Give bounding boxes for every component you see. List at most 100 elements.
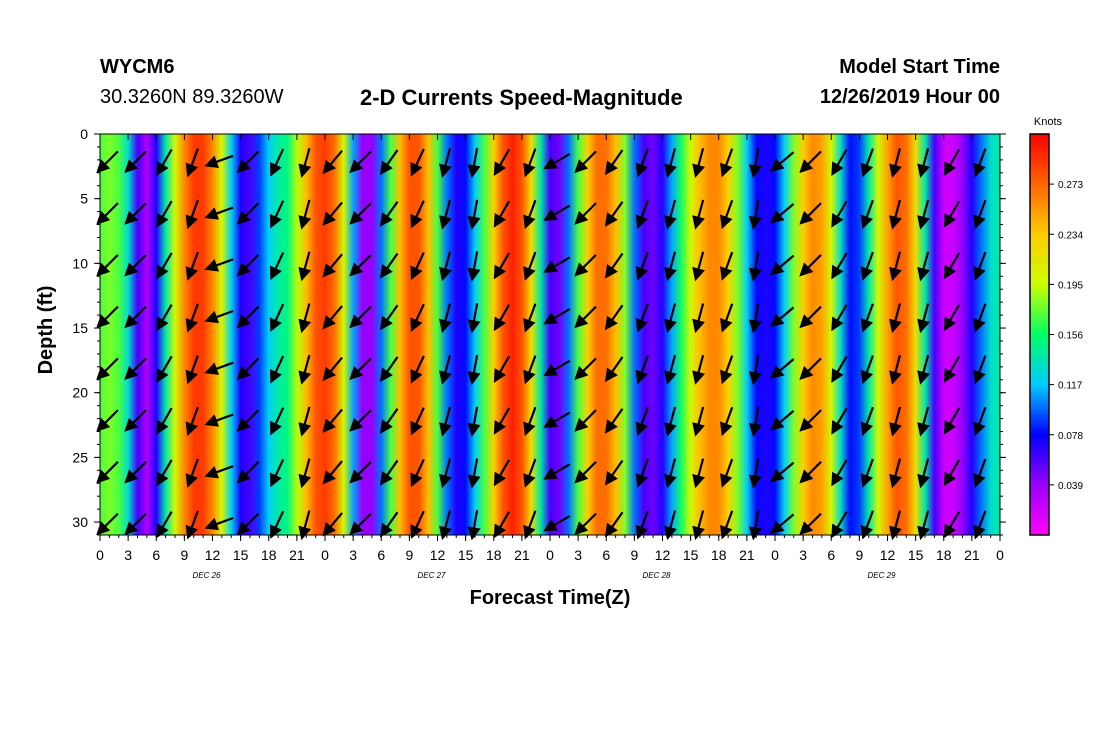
current-vector-arrow [467,303,481,334]
current-vector-arrow [269,458,285,488]
x-tick-label: 15 [233,547,249,563]
current-vector-arrow [799,409,822,432]
current-vector-arrow [156,459,173,487]
current-vector-arrow [973,199,987,230]
current-vector-arrow [204,413,234,427]
current-vector-arrow [96,461,119,484]
current-vector-arrow [269,303,285,332]
current-vector-arrow [493,148,511,177]
x-tick-label: 9 [180,547,188,563]
current-vector-arrow [467,510,481,541]
current-vector-arrow [379,201,399,227]
current-vector-arrow [269,510,285,539]
x-tick-label: 0 [996,547,1004,563]
x-tick-label: 3 [349,547,357,563]
date-label: DEC 26 [192,571,221,580]
current-vector-arrow [493,459,511,487]
current-vector-arrow [720,355,734,385]
current-vector-arrow [973,355,987,385]
current-vector-arrow [185,510,199,540]
current-vector-arrow [831,459,848,487]
current-vector-arrow [799,202,822,225]
current-vector-arrow [860,148,874,178]
model-start-value: 12/26/2019 Hour 00 [819,86,1000,108]
current-vector-arrow [236,512,260,536]
current-vector-arrow [943,355,961,383]
current-vector-arrow [439,354,452,385]
current-vector-arrow [831,304,848,332]
current-vector-arrow [523,251,537,281]
y-tick-label: 25 [72,449,88,465]
current-vector-arrow [96,254,119,277]
current-vector-arrow [439,303,452,334]
current-vector-arrow [124,461,147,484]
current-vector-arrow [720,406,734,437]
current-vector-arrow [692,199,705,230]
current-vector-arrow [543,308,571,325]
current-vector-arrow [124,150,147,174]
current-vector-arrow [799,512,822,536]
current-vector-arrow [664,510,677,541]
current-vector-arrow [156,407,173,435]
x-tick-label: 15 [908,547,924,563]
current-vector-arrow [917,303,930,334]
current-vector-arrow [523,148,537,178]
current-vector-arrow [860,303,874,333]
y-tick-label: 0 [80,126,88,142]
x-tick-label: 12 [655,547,671,563]
current-vector-arrow [720,510,734,540]
current-vector-arrow [770,358,795,379]
current-vector-arrow [543,204,571,221]
current-vector-arrow [889,148,902,178]
current-vector-arrow [973,510,987,540]
y-tick-label: 15 [72,320,88,336]
current-vector-arrow [574,150,597,174]
current-vector-arrow [604,201,624,227]
y-tick-label: 20 [72,385,88,401]
current-vector-arrow [692,148,705,178]
x-tick-label: 9 [630,547,638,563]
current-vector-arrow [543,515,571,532]
current-vector-arrow [523,355,537,385]
current-vector-arrow [664,406,677,437]
current-vector-arrow [379,252,399,279]
current-vector-arrow [467,251,481,282]
x-tick-label: 3 [574,547,582,563]
current-vector-arrow [379,149,399,176]
current-vector-arrow [748,199,762,230]
current-vector-arrow [889,406,902,437]
current-vector-arrow [692,303,705,334]
current-vector-arrow [973,148,987,178]
current-vector-arrow [770,410,795,431]
date-label: DEC 28 [642,571,671,580]
current-vector-arrow [720,303,734,333]
current-vector-arrow [973,251,987,281]
current-vector-arrow [124,305,147,329]
current-vector-arrow [493,355,511,383]
current-vector-arrow [156,148,173,177]
current-vector-arrow [770,306,795,328]
current-vector-arrow [322,305,343,330]
x-tick-label: 9 [405,547,413,563]
x-tick-label: 6 [377,547,385,563]
current-vector-arrow [917,199,930,230]
colorbar-tick-label: 0.039 [1058,481,1083,492]
current-vector-arrow [543,152,571,170]
station-id: WYCM6 [100,56,175,78]
current-vector-arrow [523,406,537,437]
current-vector-arrow [543,256,571,273]
current-vector-arrow [236,150,260,174]
current-vector-arrow [635,148,649,178]
current-vector-arrow [770,203,795,224]
current-vector-arrow [236,254,260,277]
current-vector-arrow [493,511,511,539]
current-vector-arrow [236,305,260,329]
current-vector-arrow [204,258,234,272]
current-vector-arrow [720,251,734,281]
colorbar-ticks: 0.273 0.234 0.195 0.156 0.117 0.078 0.039 [1049,180,1083,492]
current-vector-arrow [439,406,452,437]
y-axis-label: Depth (ft) [35,286,57,375]
date-label: DEC 27 [417,571,446,580]
current-vector-arrow [322,512,343,537]
current-vector-arrow [635,303,649,333]
